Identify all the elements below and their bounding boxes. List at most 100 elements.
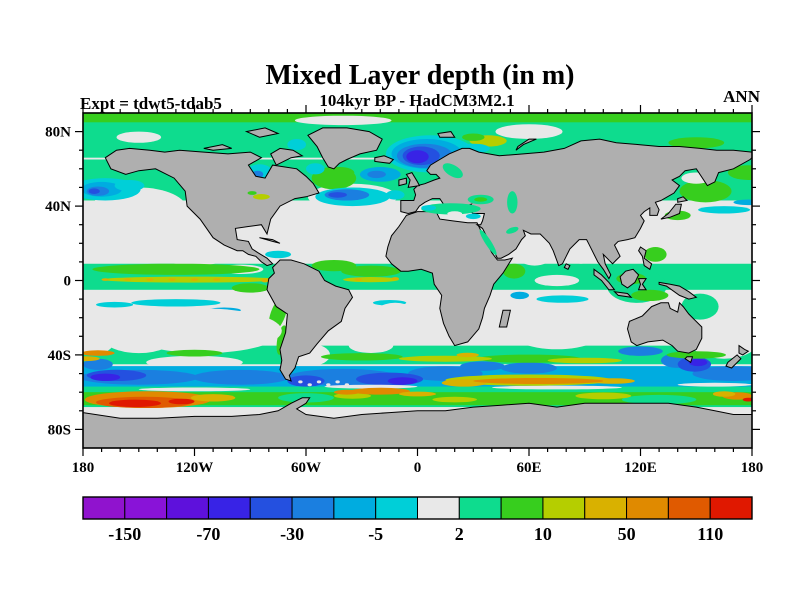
world-map [83, 113, 752, 448]
map-feature [233, 228, 260, 244]
continent-hokkaido [677, 196, 689, 203]
map-feature [547, 357, 622, 364]
map-feature [83, 350, 115, 356]
map-feature [354, 278, 362, 282]
continent-cuba [259, 237, 281, 244]
continent-greenland [307, 127, 383, 170]
continent-novaya_zemlya [515, 138, 537, 151]
map-axes: 180 120W 60W 0 60E 120E 180 80N 40N 0 40S 80S [45, 105, 763, 476]
colorbar: -150 -70 -30 -5 2 10 50 110 [82, 496, 753, 544]
continent-java [613, 291, 633, 299]
map-feature [192, 369, 290, 385]
lat-tick-label: 80N [45, 125, 71, 141]
map-feature [138, 387, 251, 392]
lon-tick-label: 60W [291, 460, 321, 476]
map-feature [96, 301, 134, 308]
map-feature [507, 191, 518, 214]
map-feature [679, 180, 732, 203]
lon-tick-label: 180 [741, 460, 764, 476]
map-feature [502, 263, 526, 279]
map-feature [161, 246, 228, 266]
map-feature [348, 338, 394, 353]
map-feature [447, 211, 463, 216]
colorbar-segment [626, 496, 669, 520]
continent-ellesmere [244, 127, 280, 138]
map-feature [398, 391, 437, 397]
continent-philippines [638, 246, 653, 271]
map-feature [265, 250, 292, 259]
map-feature [83, 325, 115, 355]
map-feature [621, 394, 697, 405]
map-feature [261, 278, 269, 283]
continent-antarctica [83, 397, 752, 448]
inland-seas [247, 163, 519, 255]
map-feature [83, 356, 100, 362]
map-feature [131, 299, 221, 307]
map-feature [307, 383, 312, 387]
continent-australia [626, 301, 703, 354]
chart-subtitle: 104kyr BP - HadCM3M2.1 [319, 91, 514, 110]
map-feature [287, 139, 307, 151]
map-feature [692, 366, 752, 381]
colorbar-label: 110 [697, 524, 723, 544]
colorbar-segment [709, 496, 753, 520]
map-feature [247, 191, 257, 195]
map-feature [491, 385, 622, 390]
map-feature [644, 247, 667, 262]
map-feature [324, 384, 418, 389]
lat-tick-label: 80S [48, 422, 71, 438]
map-feature [146, 355, 243, 369]
lon-tick-label: 60E [516, 460, 541, 476]
map-feature [460, 361, 505, 371]
map-feature [517, 246, 552, 266]
map-feature [367, 170, 386, 179]
continent-britain [405, 172, 421, 189]
colorbar-segment [667, 496, 711, 520]
season-label: ANN [723, 87, 761, 106]
lon-tick-label: 120W [176, 460, 214, 476]
map-feature [385, 190, 405, 200]
colorbar-label: 10 [534, 524, 552, 544]
map-feature [294, 115, 392, 126]
map-feature [712, 391, 736, 397]
continent-svalbard [437, 131, 456, 138]
map-feature [474, 197, 488, 202]
map-feature [618, 346, 663, 356]
map-feature [231, 283, 269, 293]
map-feature [320, 353, 403, 361]
continent-honshu [660, 203, 683, 220]
colorbar-segment [584, 496, 628, 520]
map-feature [324, 189, 370, 201]
map-feature [742, 397, 752, 402]
map-feature [168, 398, 195, 405]
map-feature [569, 248, 593, 264]
lon-tick-label: 0 [414, 460, 422, 476]
map-feature [83, 358, 113, 370]
map-band [83, 113, 752, 123]
colorbar-segment [333, 496, 377, 520]
continent-sulawesi [637, 278, 648, 291]
map-feature [123, 278, 132, 281]
lon-tick-label: 120E [624, 460, 657, 476]
continent-ireland [398, 177, 407, 187]
continent-new_zealand_south [725, 354, 742, 369]
map-feature [116, 131, 162, 143]
map-feature [666, 351, 726, 359]
map-feature [343, 277, 399, 283]
map-feature [328, 192, 347, 198]
lat-tick-label: 0 [64, 274, 72, 290]
continent-tasmania [684, 356, 694, 364]
map-feature [733, 199, 752, 206]
colorbar-segment [417, 496, 460, 520]
map-feature [698, 206, 751, 214]
map-feature [341, 265, 401, 277]
lat-tick-label: 40N [45, 199, 71, 215]
map-feature [479, 229, 497, 255]
map-feature [677, 382, 752, 387]
chart-title: Mixed Layer depth (in m) [265, 60, 574, 91]
continent-eurasia [400, 138, 752, 280]
map-feature [101, 278, 110, 281]
colorbar-label: 2 [455, 524, 464, 544]
